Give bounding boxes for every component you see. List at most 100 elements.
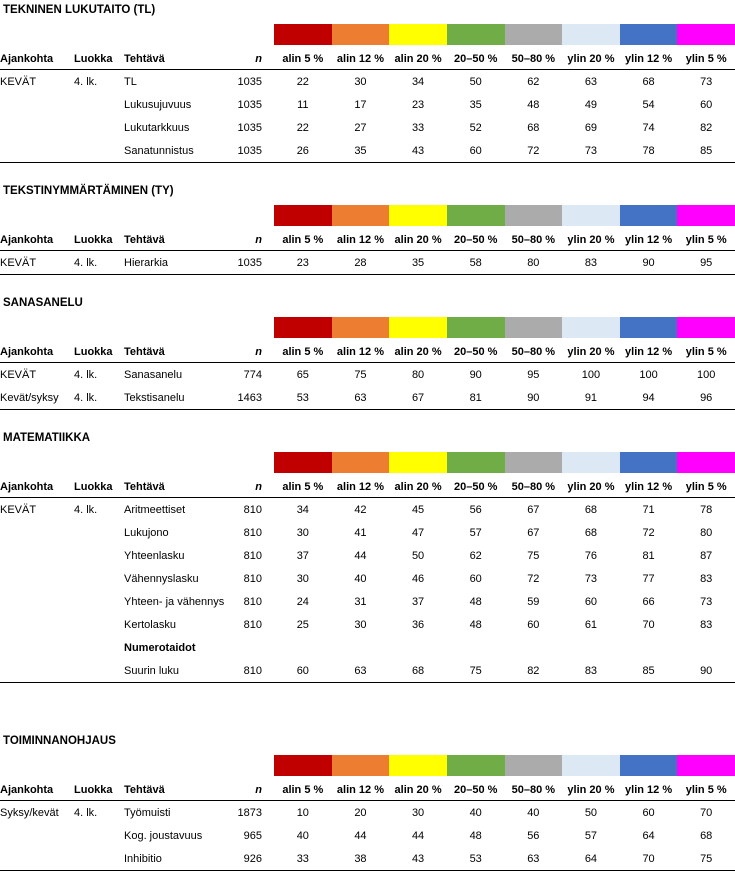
colorbar-spacer [0,205,274,226]
col-n: n [230,226,262,251]
cell-value: 80 [411,368,425,381]
cell-value: 41 [354,526,367,539]
cell-value: 46 [411,572,425,585]
cell-luokka [74,93,124,116]
cell-value: 36 [411,618,425,631]
section-2: TEKSTINYMMÄRTÄMINEN (TY) Ajankohta Luokka T… [0,185,735,275]
cell-value: 50 [411,549,425,562]
col-band-2: alin 12 % [331,338,390,363]
row-spacer [262,613,274,636]
cell-tehtava: Inhibitio [124,852,162,865]
cell-value: 28 [354,256,367,269]
cell-value: 68 [584,526,598,539]
table-row: Vähennyslasku 810 30 40 46 60 72 73 77 83 [0,567,735,590]
col-tehtava: Tehtävä [124,338,230,363]
cell-value: 60 [584,595,598,608]
cell-tehtava: Työmuisti [124,806,171,819]
col-band-6: ylin 20 % [562,338,620,363]
row-spacer [262,590,274,613]
row-spacer [262,498,274,522]
cell-tehtava: Hierarkia [124,256,169,269]
col-luokka: Luokka [74,45,124,70]
cell-value: 58 [469,256,482,269]
band-swatch-3 [389,205,447,226]
cell-value: 37 [296,549,309,562]
cell-value: 77 [642,572,655,585]
cell-ajankohta [0,824,74,847]
cell-value: 73 [584,572,598,585]
cell-n: 1873 [237,806,262,819]
cell-n: 774 [243,368,262,381]
cell-value: 71 [642,503,655,516]
colorbar-spacer [0,452,274,473]
table-row: Lukusujuvuus 1035 11 17 23 35 48 49 54 60 [0,93,735,116]
cell-value: 60 [469,144,482,157]
cell-value: 68 [700,829,713,842]
col-band-4: 20–50 % [446,338,505,363]
colorbar-row [0,755,735,776]
band-swatch-5 [504,317,563,338]
col-ajankohta: Ajankohta [0,473,74,498]
section-title: MATEMATIIKKA [3,432,91,444]
cell-luokka: 4. lk. [74,806,98,819]
cell-ajankohta [0,139,74,163]
cell-value: 67 [411,391,425,404]
band-swatch-6 [562,24,620,45]
cell-value: 68 [584,503,598,516]
header-spacer [262,776,274,801]
table-row: Sanatunnistus 1035 26 35 43 60 72 73 78 85 [0,139,735,163]
cell-value: 68 [527,121,540,134]
cell-value: 48 [469,595,482,608]
norm-table: Ajankohta Luokka Tehtävä n alin 5 % alin 12 %… [0,452,735,683]
row-spacer [262,139,274,163]
row-spacer [262,801,274,825]
col-band-2: alin 12 % [331,473,390,498]
cell-value: 90 [527,391,540,404]
col-band-1: alin 5 % [274,45,332,70]
cell-value: 73 [584,144,598,157]
cell-value: 81 [642,549,655,562]
cell-value: 25 [296,618,309,631]
cell-n: 1035 [237,144,262,157]
norm-table: Ajankohta Luokka Tehtävä n alin 5 % alin 12 %… [0,755,735,871]
row-spacer [262,363,274,387]
band-swatch-7 [619,755,678,776]
band-swatch-8 [677,755,735,776]
band-swatch-6 [562,452,620,473]
cell-value: 73 [700,75,713,88]
section-title: TEKNINEN LUKUTAITO (TL) [3,4,156,16]
section-title: TOIMINNANOHJAUS [3,735,116,747]
cell-value: 85 [700,144,713,157]
cell-value-empty [562,636,620,659]
col-n: n [230,338,262,363]
band-swatch-8 [677,205,735,226]
band-swatch-4 [446,317,505,338]
table-row: KEVÄT 4. lk. TL 1035 22 30 34 50 62 63 68 73 [0,70,735,94]
cell-value: 30 [296,572,309,585]
cell-ajankohta: KEVÄT [0,368,37,381]
cell-ajankohta: Kevät/syksy [0,391,59,404]
cell-value: 44 [354,829,367,842]
col-band-7: ylin 12 % [619,226,678,251]
cell-value: 63 [354,664,367,677]
band-swatch-2 [331,452,390,473]
col-tehtava: Tehtävä [124,473,230,498]
cell-value: 34 [411,75,425,88]
cell-n: 1463 [237,391,262,404]
header-row: Ajankohta Luokka Tehtävä n alin 5 % alin 12 %… [0,473,735,498]
col-band-6: ylin 20 % [562,473,620,498]
cell-value: 72 [527,572,540,585]
band-swatch-4 [446,24,505,45]
cell-value: 23 [296,256,309,269]
band-swatch-4 [446,452,505,473]
colorbar-row [0,24,735,45]
band-swatch-5 [504,24,563,45]
cell-value: 83 [700,572,713,585]
cell-value-empty [274,636,332,659]
cell-value: 67 [527,503,540,516]
cell-value: 69 [584,121,598,134]
cell-tehtava: Tekstisanelu [124,391,185,404]
cell-value: 40 [469,806,482,819]
cell-value: 83 [700,618,713,631]
band-swatch-4 [446,755,505,776]
